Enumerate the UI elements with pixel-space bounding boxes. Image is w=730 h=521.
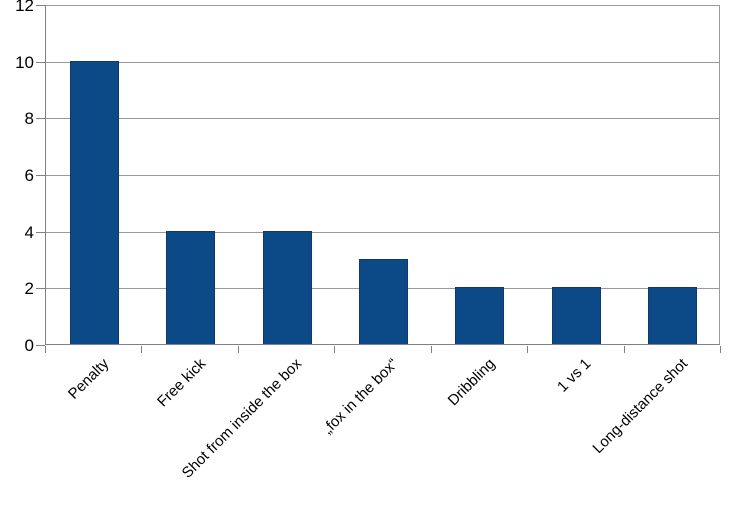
bar-5 [455,287,505,344]
y-axis-label-6: 6 [24,166,34,185]
x-axis-label-1: Penalty [65,355,113,403]
x-axis-tick-2 [237,346,239,353]
y-axis-label-2: 2 [24,279,34,299]
y-axis-tick-2 [36,288,45,290]
plot-area [45,5,720,345]
gridline-y-10 [46,61,719,63]
y-axis-tick-8 [36,118,45,120]
gridline-y-6 [46,175,719,176]
x-axis-tick-7 [720,346,721,353]
x-axis-label-7: Long-distance shot [589,355,692,457]
gridline-y-8 [46,118,719,120]
x-axis-tick-1 [141,346,143,353]
bar-1 [69,60,119,344]
x-axis-label-5: Dribbling [444,355,499,410]
bar-2 [166,230,216,344]
gridline-y-12 [46,5,719,6]
gridline-y-4 [46,231,719,233]
y-axis-label-8: 8 [24,109,34,129]
y-axis-tick-10 [36,61,45,63]
y-axis-tick-6 [36,175,45,176]
bar-7 [648,287,698,344]
x-axis-label-6: 1 vs 1 [554,355,595,396]
y-axis-label-10: 10 [15,52,34,72]
bar-3 [262,230,312,344]
y-axis-label-4: 4 [24,222,34,242]
y-axis-label-0: 0 [24,336,34,355]
x-axis-label-4: „fox in the box“ [319,355,402,438]
x-axis-label-2: Free kick [153,355,209,411]
y-axis-tick-4 [36,231,45,233]
x-axis-tick-3 [334,346,336,353]
x-axis-tick-4 [430,346,432,353]
x-axis-tick-6 [623,346,625,353]
x-axis-tick-5 [527,346,529,353]
y-axis-label-12: 12 [15,0,34,15]
x-axis-tick-0 [45,346,46,353]
bar-6 [551,287,601,344]
y-axis-tick-12 [36,5,45,6]
bar-4 [359,259,408,344]
y-axis-tick-0 [36,345,45,346]
